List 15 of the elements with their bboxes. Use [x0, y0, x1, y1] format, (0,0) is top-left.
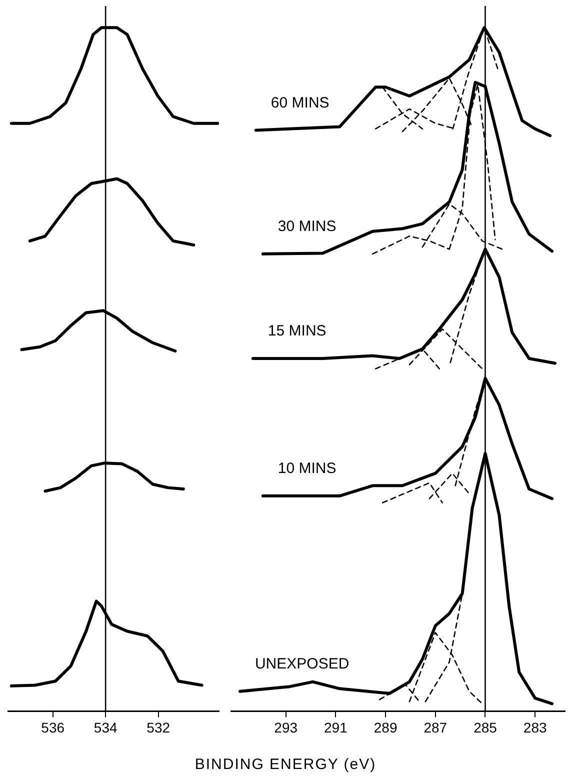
x-tick-label: 285 — [474, 719, 498, 736]
series-label: UNEXPOSED — [254, 656, 350, 673]
x-axis-title: BINDING ENERGY (eV) — [194, 756, 378, 773]
x-tick-label: 536 — [41, 719, 65, 736]
x-tick-label: 291 — [324, 719, 348, 736]
x-tick-label: 283 — [523, 719, 547, 736]
x-tick-label: 293 — [274, 719, 298, 736]
series-label: 60 MINS — [270, 94, 330, 112]
series-label: 30 MINS — [278, 218, 336, 236]
x-tick-label: 532 — [146, 719, 170, 736]
x-tick-label: 289 — [374, 719, 398, 736]
series-label: 15 MINS — [268, 322, 326, 340]
series-label: 10 MINS — [278, 460, 336, 478]
x-tick-label: 287 — [424, 719, 448, 736]
x-tick-label: 534 — [94, 719, 118, 736]
